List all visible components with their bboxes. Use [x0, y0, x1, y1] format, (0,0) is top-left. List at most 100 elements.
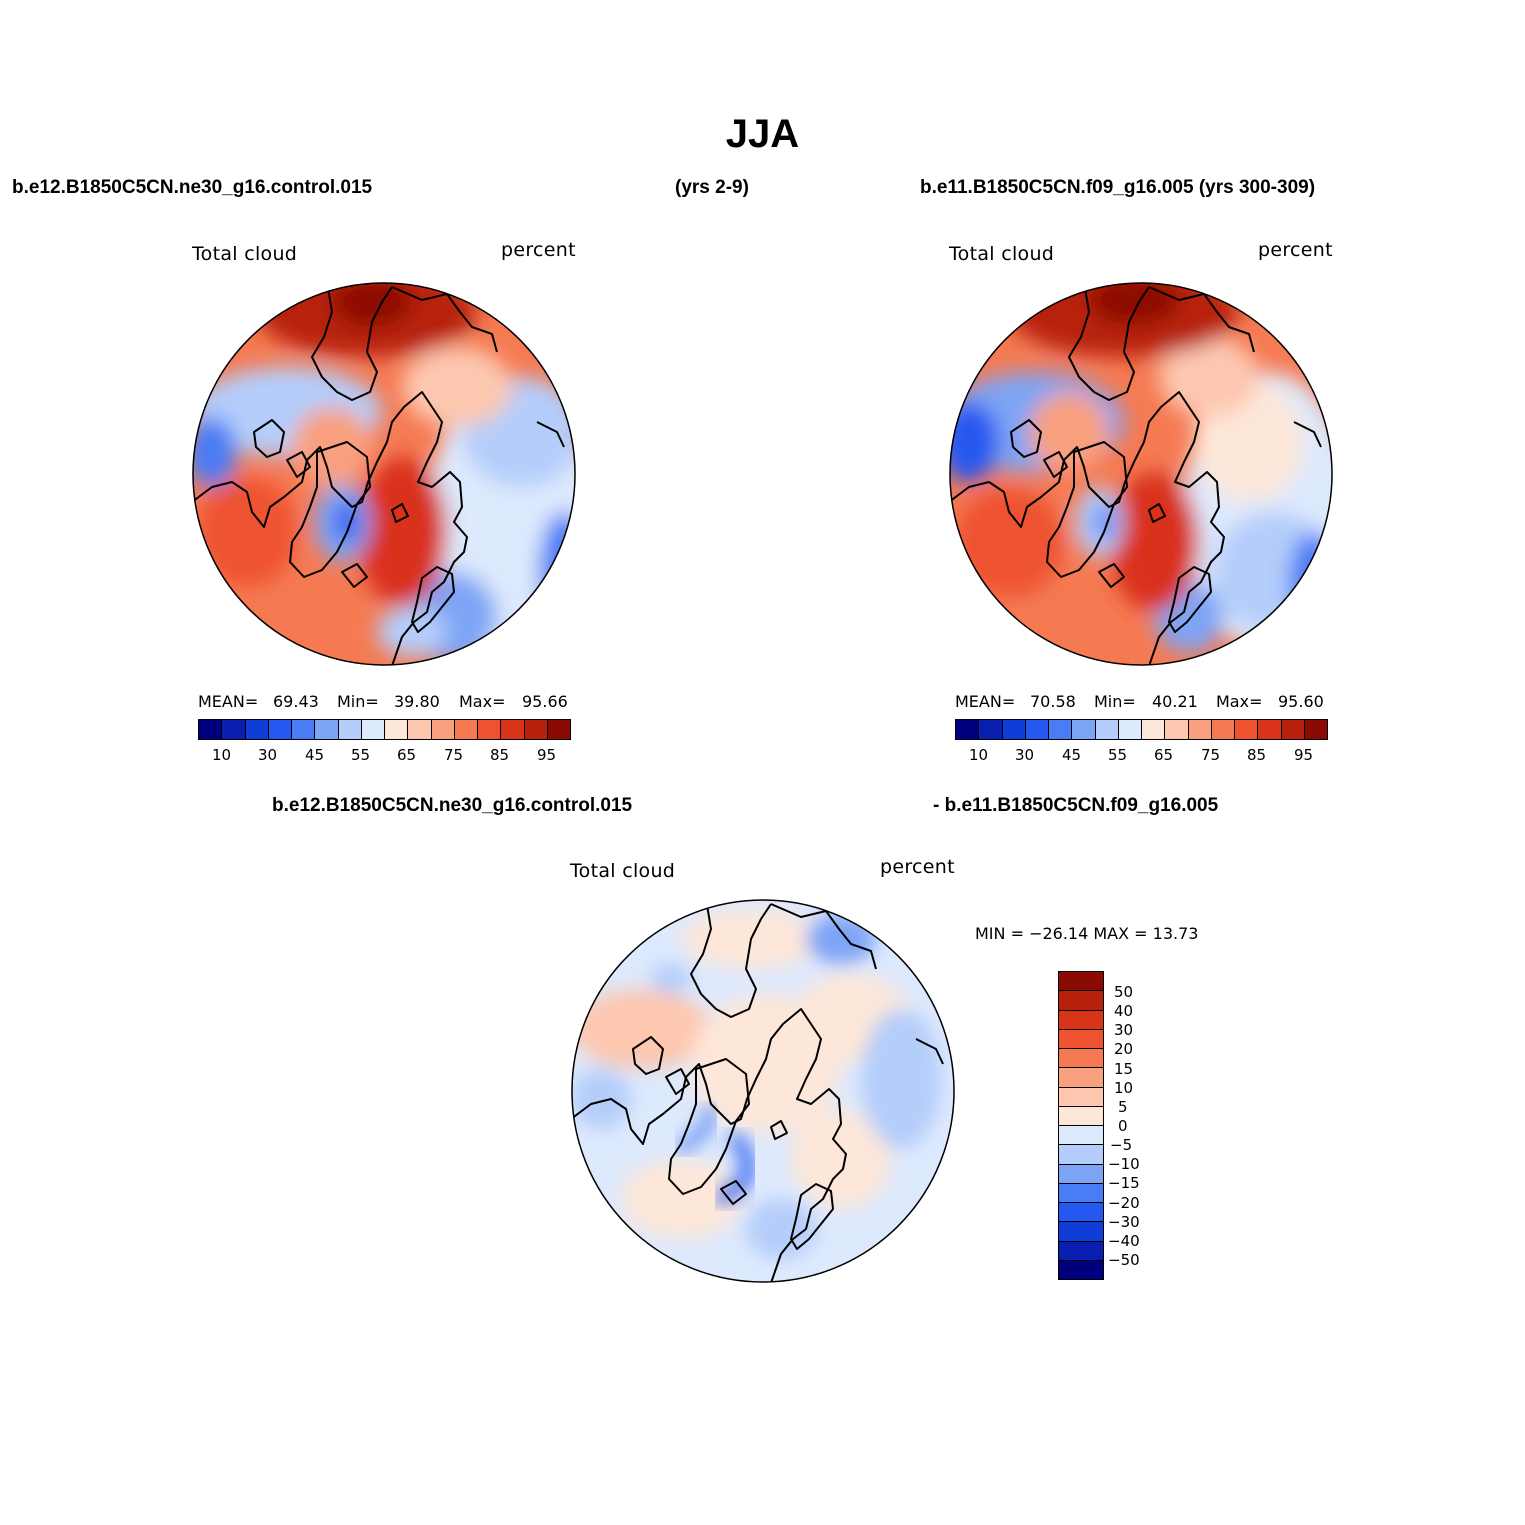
panel1-cbar-tick: 85 [490, 746, 510, 764]
colorbar-swatch [524, 720, 548, 739]
colorbar-swatch [408, 720, 432, 739]
colorbar-swatch [1059, 1068, 1103, 1088]
colorbar-swatch [315, 720, 339, 739]
panel1-mean-label: MEAN= [198, 692, 259, 711]
panel3-cbar-tick: −10 [1108, 1155, 1140, 1173]
colorbar-swatch [431, 720, 455, 739]
panel3-cbar-tick: 0 [1118, 1117, 1128, 1135]
colorbar-swatch [1059, 991, 1103, 1011]
panel2-cbar-tick: 30 [1015, 746, 1035, 764]
colorbar-swatch [1059, 1087, 1103, 1107]
colorbar-swatch [1049, 720, 1073, 739]
left-case-label: b.e12.B1850C5CN.ne30_g16.control.015 [12, 177, 373, 198]
colorbar-swatch [1072, 720, 1096, 739]
panel1-units: percent [501, 239, 576, 261]
panel1-cbar-tick: 10 [212, 746, 232, 764]
colorbar-swatch [1281, 720, 1305, 739]
panel3-cbar-tick: 10 [1114, 1079, 1134, 1097]
colorbar-swatch [956, 720, 980, 739]
panel3-cbar-tick: −40 [1108, 1232, 1140, 1250]
colorbar-swatch [1059, 1260, 1103, 1279]
panel3-units: percent [880, 856, 955, 878]
colorbar-swatch [1258, 720, 1282, 739]
panel1-cbar-tick: 65 [397, 746, 417, 764]
panel3-cbar-tick: −5 [1110, 1136, 1133, 1154]
panel2-cbar-tick: 10 [969, 746, 989, 764]
panel2-cbar-tick: 55 [1108, 746, 1128, 764]
panel2-variable: Total cloud [949, 243, 1055, 265]
colorbar-swatch [361, 720, 385, 739]
colorbar-swatch [1059, 1106, 1103, 1126]
panel3-variable: Total cloud [570, 860, 676, 882]
colorbar-swatch [268, 720, 292, 739]
right-case-label: b.e11.B1850C5CN.f09_g16.005 (yrs 300-309… [920, 177, 1316, 198]
panel2-cbar-tick: 65 [1154, 746, 1174, 764]
panel3-colorbar [1058, 971, 1104, 1280]
colorbar-swatch [1059, 1010, 1103, 1030]
panel1-max-label: Max= [459, 692, 506, 711]
colorbar-swatch [1059, 1049, 1103, 1069]
colorbar-swatch [199, 720, 223, 739]
panel1-mean: 69.43 [273, 692, 319, 711]
panel1-min-label: Min= [337, 692, 379, 711]
panel1-cbar-tick: 75 [444, 746, 464, 764]
colorbar-swatch [979, 720, 1003, 739]
panel3-cbar-tick: −30 [1108, 1213, 1140, 1231]
diff-left-label: b.e12.B1850C5CN.ne30_g16.control.015 [272, 795, 633, 816]
colorbar-swatch [501, 720, 525, 739]
left-years-label: (yrs 2-9) [675, 177, 749, 198]
colorbar-swatch [1142, 720, 1166, 739]
panel3-cbar-tick: 30 [1114, 1021, 1134, 1039]
panel1-min: 39.80 [394, 692, 440, 711]
panel3-cbar-tick: 50 [1114, 983, 1134, 1001]
diff-right-label: - b.e11.B1850C5CN.f09_g16.005 [933, 795, 1219, 816]
panel2-cbar-tick: 45 [1062, 746, 1082, 764]
colorbar-swatch [1059, 1241, 1103, 1261]
colorbar-swatch [1059, 1164, 1103, 1184]
panel1-colorbar [198, 719, 571, 740]
panel3-cbar-tick: −50 [1108, 1251, 1140, 1269]
colorbar-swatch [1059, 1029, 1103, 1049]
colorbar-swatch [1059, 1126, 1103, 1146]
panel2-colorbar [955, 719, 1328, 740]
colorbar-swatch [1059, 1145, 1103, 1165]
colorbar-swatch [245, 720, 269, 739]
panel2-mean: 70.58 [1030, 692, 1076, 711]
panel2-min-label: Min= [1094, 692, 1136, 711]
panel1-map [192, 282, 576, 666]
panel2-units: percent [1258, 239, 1333, 261]
colorbar-swatch [1095, 720, 1119, 739]
colorbar-swatch [1211, 720, 1235, 739]
colorbar-swatch [222, 720, 246, 739]
panel3-cbar-tick: −15 [1108, 1174, 1140, 1192]
colorbar-swatch [1165, 720, 1189, 739]
panel3-cbar-tick: 5 [1118, 1098, 1128, 1116]
panel3-cbar-tick: 40 [1114, 1002, 1134, 1020]
panel2-max-label: Max= [1216, 692, 1263, 711]
panel2-min: 40.21 [1152, 692, 1198, 711]
panel1-cbar-tick: 95 [537, 746, 557, 764]
panel2-mean-label: MEAN= [955, 692, 1016, 711]
panel2-cbar-tick: 75 [1201, 746, 1221, 764]
panel1-max: 95.66 [522, 692, 568, 711]
colorbar-swatch [1025, 720, 1049, 739]
colorbar-swatch [547, 720, 570, 739]
panel3-minmax: MIN = −26.14 MAX = 13.73 [975, 924, 1199, 943]
colorbar-swatch [478, 720, 502, 739]
panel3-map [571, 899, 955, 1283]
colorbar-swatch [338, 720, 362, 739]
colorbar-swatch [454, 720, 478, 739]
figure-title: JJA [725, 112, 800, 156]
panel3-cbar-tick: −20 [1108, 1194, 1140, 1212]
panel2-cbar-tick: 95 [1294, 746, 1314, 764]
panel1-variable: Total cloud [192, 243, 298, 265]
colorbar-swatch [1118, 720, 1142, 739]
colorbar-swatch [1304, 720, 1327, 739]
colorbar-swatch [1059, 972, 1103, 992]
panel2-cbar-tick: 85 [1247, 746, 1267, 764]
panel2-max: 95.60 [1278, 692, 1324, 711]
panel3-cbar-tick: 20 [1114, 1040, 1134, 1058]
colorbar-swatch [385, 720, 409, 739]
colorbar-swatch [1002, 720, 1026, 739]
panel1-cbar-tick: 45 [305, 746, 325, 764]
